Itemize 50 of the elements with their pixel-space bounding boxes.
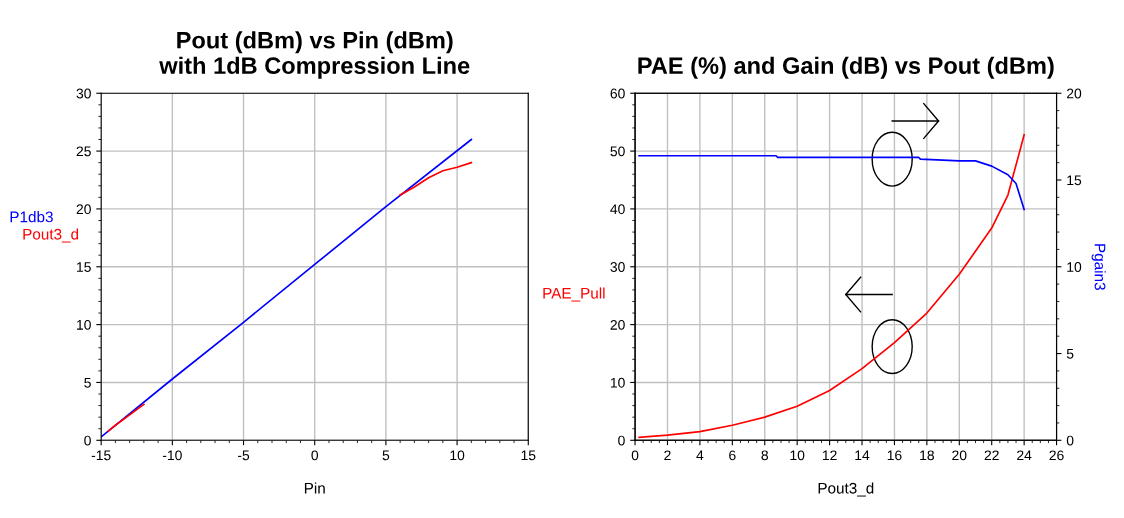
x-tick-label: 10 (790, 450, 805, 461)
y-tick-label: 40 (610, 204, 625, 215)
line-series (638, 154, 1025, 211)
x-tick-label: 0 (631, 450, 639, 461)
x-axis-title: Pout3_d (818, 482, 874, 497)
x-tick-label: 26 (1049, 450, 1064, 461)
x-tick-label: 20 (952, 450, 967, 461)
text: P1db3 (10, 211, 53, 223)
line-series (638, 134, 1025, 439)
x-tick-label: -5 (237, 450, 250, 461)
x-tick-label: 6 (729, 450, 736, 461)
x-tick-label: 5 (382, 450, 390, 461)
y-tick-label: 20 (76, 204, 91, 215)
text: Pout3_d (23, 228, 79, 243)
y-tick-label: 25 (76, 146, 91, 157)
y-tick-label: 0 (618, 435, 625, 446)
y2-tick-label: 20 (1066, 88, 1082, 99)
chart-title: PAE (%) and Gain (dB) vs Pout (dBm) (638, 56, 1054, 79)
y-tick-label: 15 (77, 262, 91, 272)
text: Pgain3 (1091, 244, 1106, 290)
text: PAE_Pull (543, 287, 605, 302)
x-tick-label: 4 (696, 450, 704, 461)
x-tick-label: 24 (1017, 450, 1032, 461)
x-tick-label: 15 (521, 450, 536, 461)
x-tick-label: 22 (984, 450, 999, 461)
x-tick-label: -10 (162, 450, 182, 461)
y2-tick-label: 15 (1067, 175, 1082, 186)
y-tick-label: 10 (77, 319, 91, 330)
x-tick-label: 18 (920, 450, 934, 461)
y2-tick-label: 5 (1066, 349, 1074, 359)
x-tick-label: 14 (855, 450, 870, 461)
x-tick-label: 2 (664, 450, 671, 461)
y-tick-label: 60 (610, 88, 625, 99)
y-tick-label: 30 (610, 262, 625, 272)
x-tick-label: 16 (887, 450, 902, 461)
x-axis-title: Pin (304, 482, 325, 494)
y-tick-label: 50 (610, 146, 625, 157)
y2-tick-label: 0 (1066, 435, 1074, 446)
y-tick-label: 0 (84, 435, 91, 446)
x-tick-label: 0 (311, 450, 319, 461)
x-tick-label: 8 (761, 450, 769, 461)
y2-tick-label: 10 (1067, 262, 1082, 272)
y-tick-label: 30 (76, 88, 91, 99)
x-tick-label: -15 (91, 450, 111, 461)
y-tick-label: 10 (610, 377, 625, 388)
y-tick-label: 5 (84, 377, 91, 388)
chart-title: Pout (dBm) vs Pin (dBm) with 1dB Compression Line (159, 31, 470, 79)
x-tick-label: 10 (450, 450, 465, 461)
y-tick-label: 20 (610, 319, 625, 330)
x-tick-label: 12 (822, 450, 837, 461)
